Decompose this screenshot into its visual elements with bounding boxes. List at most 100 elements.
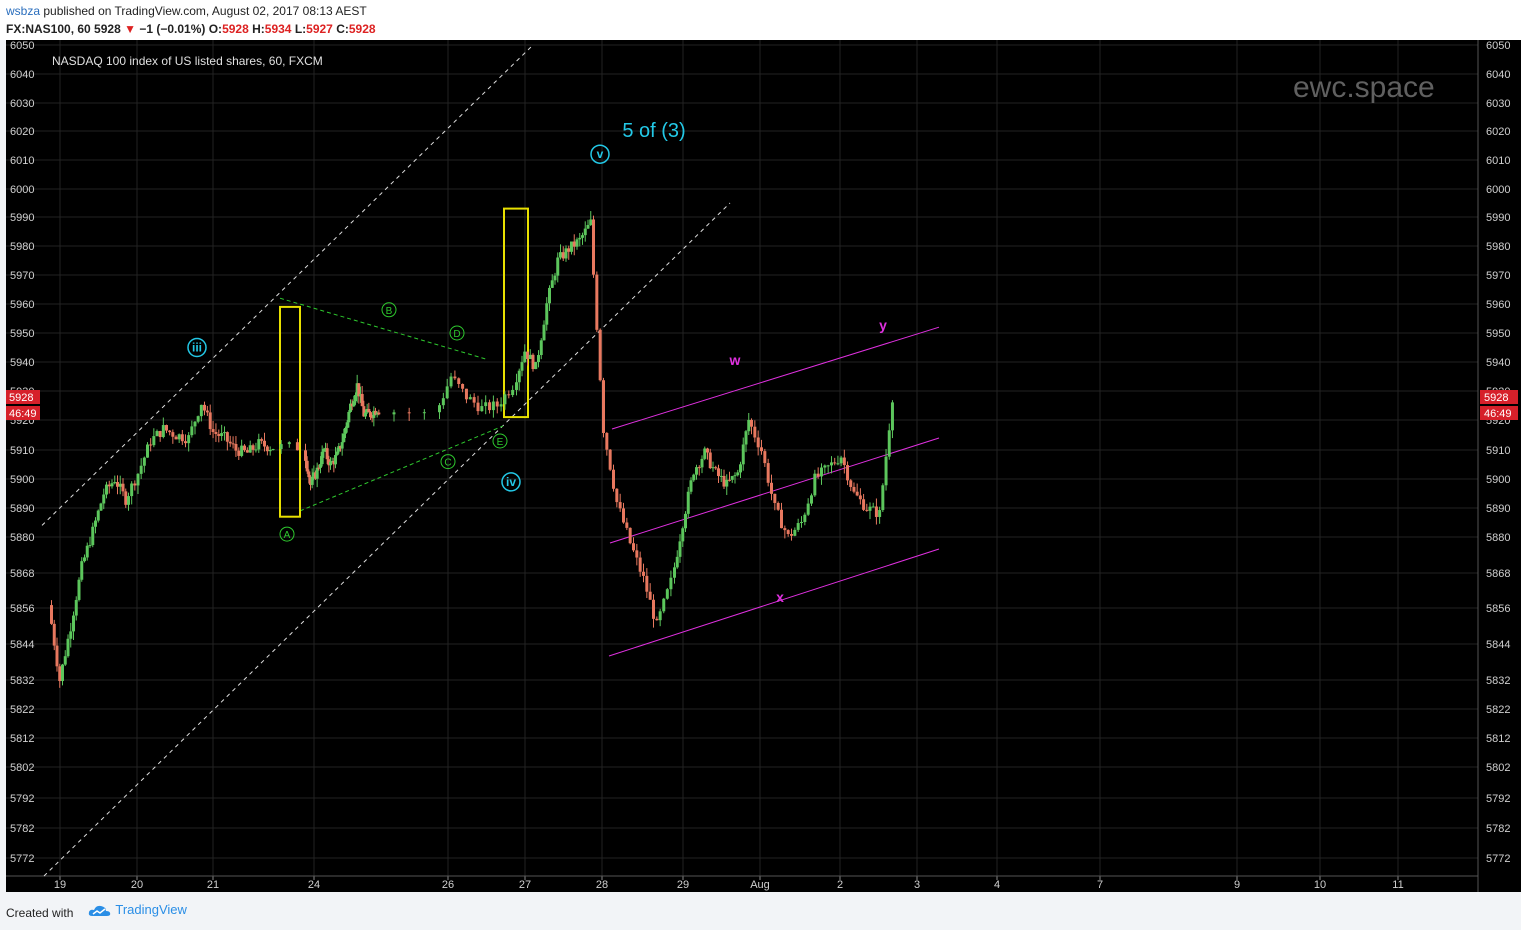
candle-body (208, 412, 212, 430)
candle-body (337, 446, 341, 452)
left-tick-label: 6020 (10, 126, 34, 138)
candle-body (793, 529, 797, 536)
time-tick-label: 10 (1314, 879, 1326, 891)
symbol-label[interactable]: FX:NAS100, 60 (6, 22, 91, 36)
tradingview-logo[interactable]: TradingView (88, 902, 187, 918)
channel-label-y: y (879, 317, 887, 333)
candle-body (312, 472, 316, 477)
left-tick-label: 5782 (10, 823, 34, 835)
candle-body (865, 509, 869, 511)
candle-body (127, 496, 130, 505)
candle-body (305, 460, 309, 472)
candle-body (783, 528, 787, 531)
candle-body (868, 506, 872, 511)
triangle-label-E: E (497, 437, 504, 448)
right-tick-label: 5940 (1486, 357, 1510, 369)
right-tick-label: 5792 (1486, 793, 1510, 805)
quote-line: FX:NAS100, 60 5928 ▼ −1 (−0.01%) O:5928 … (6, 22, 376, 36)
candle-body (773, 493, 777, 503)
candle-body (85, 545, 89, 558)
candle-body (539, 340, 543, 356)
candle-body (152, 436, 156, 446)
candle-body (350, 403, 354, 407)
left-tick-label: 5970 (10, 270, 34, 282)
candle-body (105, 484, 108, 495)
candle-body (884, 456, 888, 486)
candle-body (567, 248, 571, 252)
last-price-left: 5928 (9, 392, 33, 404)
candle-body (760, 447, 763, 452)
candle-body (830, 462, 833, 466)
right-tick-label: 5900 (1486, 474, 1510, 486)
right-tick-label: 5950 (1486, 328, 1510, 340)
wave-title-label: 5 of (3) (622, 120, 685, 142)
triangle-label-A: A (284, 530, 291, 541)
last-price-right: 5928 (1484, 392, 1508, 404)
right-axis-background (1478, 40, 1521, 892)
candle-body (665, 589, 669, 599)
candle-body (441, 398, 445, 406)
candle-body (823, 465, 827, 468)
candle-body (217, 433, 221, 437)
time-tick-label: 24 (308, 879, 320, 891)
wxy-channel-lower (608, 548, 940, 657)
candle-body (717, 468, 720, 476)
left-tick-label: 6010 (10, 155, 34, 167)
candle-body (354, 395, 357, 402)
candle-body (243, 445, 246, 451)
right-tick-label: 6040 (1486, 69, 1510, 81)
candle-body (612, 469, 615, 489)
candle-body (116, 482, 119, 487)
candle-body (770, 482, 773, 494)
time-tick-label: Aug (750, 879, 770, 891)
close-value: 5928 (348, 22, 376, 36)
candle-body (367, 408, 371, 413)
candle-body (370, 417, 374, 419)
candle-body (335, 451, 339, 456)
candle-body (711, 467, 715, 469)
left-tick-label: 5890 (10, 503, 34, 515)
candle-body (499, 404, 503, 407)
candle-body (355, 383, 359, 396)
last-price-tag-left: 5928 46:49 (6, 390, 40, 420)
candle-body (503, 394, 507, 405)
candle-body (741, 444, 745, 465)
candle-body (491, 401, 495, 411)
footer: Created with TradingView (0, 896, 1521, 930)
highlight-box-1 (279, 305, 301, 518)
right-tick-label: 5802 (1486, 762, 1510, 774)
username[interactable]: wsbza (6, 4, 41, 18)
candle-body (796, 523, 800, 530)
candle-body (327, 459, 331, 466)
candle-body (295, 442, 299, 451)
candle-body (220, 433, 224, 437)
candle-body (826, 465, 830, 467)
tradingview-brand: TradingView (115, 902, 187, 917)
right-tick-label: 5960 (1486, 299, 1510, 311)
candle-body (110, 483, 114, 487)
left-tick-label: 5940 (10, 357, 34, 369)
candle-body (77, 579, 81, 600)
candle-body (231, 443, 235, 445)
candle-body (480, 406, 484, 412)
candle-body (359, 393, 362, 397)
candle-body (449, 376, 453, 387)
candle-body (881, 485, 885, 511)
candle-body (265, 446, 269, 452)
right-tick-label: 5868 (1486, 568, 1510, 580)
price-chart[interactable]: 6050 6040 6030 6020 6010 6000 5990 5980 5970 5960… (0, 40, 1521, 896)
right-tick-label: 5822 (1486, 704, 1510, 716)
candle-body (357, 383, 361, 397)
candle-body (635, 550, 639, 558)
candle-body (736, 472, 740, 476)
candle-body (187, 435, 191, 444)
candle-body (74, 599, 78, 616)
candle-body (136, 473, 140, 486)
candle-body (678, 541, 682, 557)
candle-body (578, 237, 582, 240)
candle-body (855, 491, 859, 496)
right-tick-label: 6020 (1486, 126, 1510, 138)
candle-body (553, 275, 557, 281)
triangle-label-C: C (444, 458, 451, 469)
triangle-label-circle (440, 454, 456, 470)
